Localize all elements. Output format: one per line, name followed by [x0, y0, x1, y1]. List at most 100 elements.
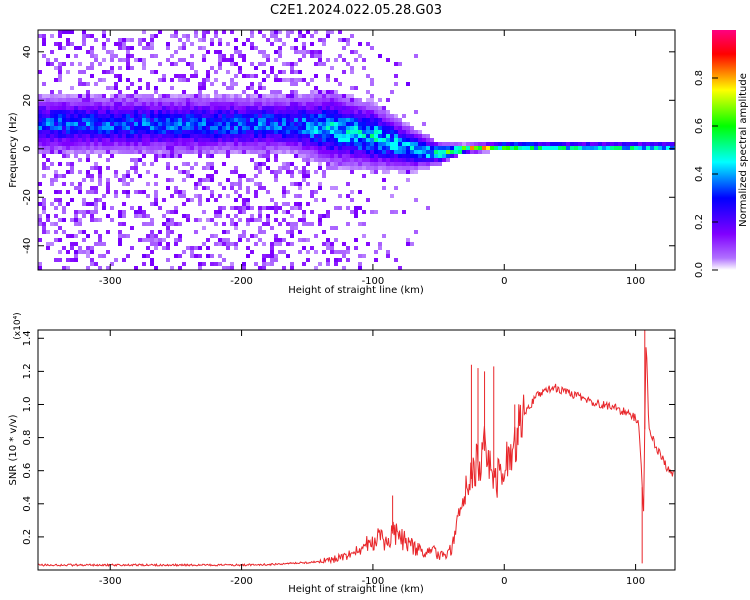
heatmap-cell	[310, 118, 314, 122]
heatmap-cell	[362, 122, 366, 126]
heatmap-cell	[250, 250, 254, 254]
heatmap-cell	[110, 86, 114, 90]
heatmap-cell	[54, 174, 58, 178]
heatmap-cell	[182, 42, 186, 46]
heatmap-cell	[322, 198, 326, 202]
heatmap-cell	[246, 94, 250, 98]
heatmap-cell	[146, 150, 150, 154]
heatmap-cell	[198, 114, 202, 118]
heatmap-cell	[346, 62, 350, 66]
heatmap-cell	[142, 254, 146, 258]
heatmap-cell	[166, 134, 170, 138]
heatmap-cell	[210, 102, 214, 106]
heatmap-cell	[362, 234, 366, 238]
heatmap-cell	[90, 46, 94, 50]
heatmap-cell	[46, 62, 50, 66]
heatmap-cell	[286, 134, 290, 138]
heatmap-cell	[358, 102, 362, 106]
heatmap-cell	[342, 242, 346, 246]
heatmap-cell	[322, 114, 326, 118]
heatmap-cell	[58, 126, 62, 130]
heatmap-cell	[282, 122, 286, 126]
heatmap-cell	[226, 118, 230, 122]
heatmap-cell	[278, 222, 282, 226]
heatmap-cell	[246, 178, 250, 182]
heatmap-cell	[238, 54, 242, 58]
heatmap-cell	[266, 166, 270, 170]
heatmap-cell	[334, 58, 338, 62]
heatmap-cell	[318, 122, 322, 126]
heatmap-cell	[42, 138, 46, 142]
heatmap-cell	[342, 106, 346, 110]
heatmap-cell	[74, 186, 78, 190]
spectrogram-y-tick-label: -40	[22, 238, 33, 254]
heatmap-cell	[370, 110, 374, 114]
heatmap-cell	[134, 126, 138, 130]
heatmap-cell	[86, 234, 90, 238]
heatmap-cell	[662, 146, 666, 150]
heatmap-cell	[154, 146, 158, 150]
heatmap-cell	[162, 238, 166, 242]
heatmap-cell	[46, 142, 50, 146]
heatmap-cell	[154, 202, 158, 206]
heatmap-cell	[162, 98, 166, 102]
heatmap-cell	[130, 126, 134, 130]
heatmap-cell	[86, 138, 90, 142]
heatmap-cell	[86, 126, 90, 130]
heatmap-cell	[214, 146, 218, 150]
heatmap-cell	[374, 102, 378, 106]
heatmap-cell	[126, 174, 130, 178]
heatmap-cell	[362, 110, 366, 114]
heatmap-cell	[94, 138, 98, 142]
heatmap-cell	[150, 162, 154, 166]
heatmap-cell	[222, 142, 226, 146]
heatmap-cell	[150, 98, 154, 102]
heatmap-cell	[150, 114, 154, 118]
heatmap-cell	[230, 114, 234, 118]
heatmap-cell	[154, 54, 158, 58]
heatmap-cell	[242, 174, 246, 178]
heatmap-cell	[290, 30, 294, 34]
heatmap-cell	[38, 122, 42, 126]
heatmap-cell	[394, 186, 398, 190]
heatmap-cell	[358, 266, 362, 270]
heatmap-cell	[354, 142, 358, 146]
heatmap-cell	[38, 34, 42, 38]
heatmap-cell	[410, 142, 414, 146]
heatmap-cell	[222, 222, 226, 226]
heatmap-cell	[226, 242, 230, 246]
heatmap-cell	[326, 34, 330, 38]
heatmap-cell	[402, 146, 406, 150]
heatmap-cell	[346, 98, 350, 102]
heatmap-cell	[38, 114, 42, 118]
heatmap-cell	[106, 118, 110, 122]
heatmap-cell	[318, 150, 322, 154]
heatmap-cell	[166, 162, 170, 166]
heatmap-cell	[138, 110, 142, 114]
heatmap-cell	[118, 46, 122, 50]
heatmap-cell	[122, 146, 126, 150]
heatmap-cell	[302, 106, 306, 110]
heatmap-cell	[66, 106, 70, 110]
heatmap-cell	[458, 142, 462, 146]
heatmap-cell	[186, 126, 190, 130]
heatmap-cell	[386, 134, 390, 138]
heatmap-cell	[234, 146, 238, 150]
heatmap-cell	[174, 134, 178, 138]
heatmap-cell	[170, 54, 174, 58]
heatmap-cell	[382, 130, 386, 134]
heatmap-cell	[182, 162, 186, 166]
heatmap-cell	[374, 142, 378, 146]
heatmap-cell	[58, 250, 62, 254]
heatmap-cell	[226, 138, 230, 142]
heatmap-cell	[74, 254, 78, 258]
heatmap-cell	[270, 246, 274, 250]
heatmap-cell	[286, 78, 290, 82]
heatmap-cell	[350, 158, 354, 162]
heatmap-cell	[362, 142, 366, 146]
heatmap-cell	[154, 102, 158, 106]
heatmap-cell	[46, 134, 50, 138]
heatmap-cell	[58, 42, 62, 46]
heatmap-cell	[434, 150, 438, 154]
